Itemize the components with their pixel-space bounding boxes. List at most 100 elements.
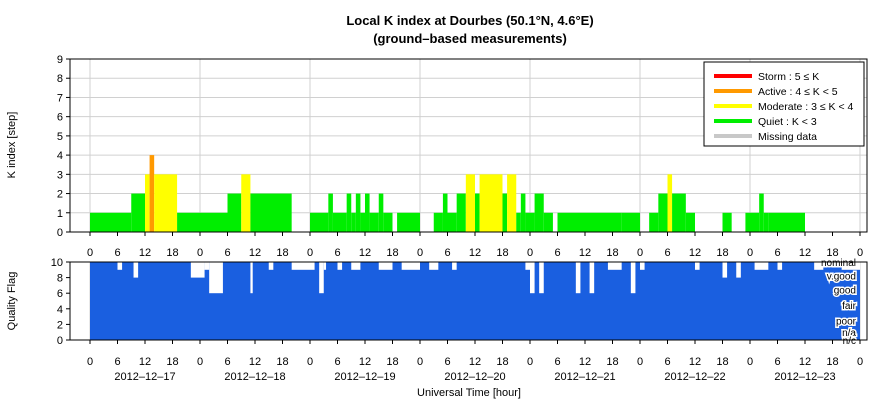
x-tick-label: 12 bbox=[249, 247, 261, 259]
k-index-bar bbox=[465, 174, 475, 232]
x-tick-label: 6 bbox=[114, 247, 120, 259]
k-index-bar bbox=[456, 193, 466, 232]
k-index-bar bbox=[177, 212, 228, 232]
quality-dip bbox=[695, 262, 700, 270]
quality-dip bbox=[323, 262, 327, 270]
k-index-bar bbox=[516, 212, 521, 232]
k-index-bar bbox=[360, 212, 365, 232]
x-tick-label: 6 bbox=[664, 247, 670, 259]
quality-dip bbox=[539, 262, 544, 294]
quality-dip bbox=[291, 262, 310, 270]
x-tick-label: 0 bbox=[857, 356, 863, 368]
x-tick-label: 12 bbox=[359, 247, 371, 259]
quality-dip bbox=[204, 262, 210, 270]
quality-dip bbox=[117, 262, 123, 270]
quality-dip bbox=[209, 262, 223, 294]
x-tick-label: 18 bbox=[496, 356, 508, 368]
x-tick-label: 0 bbox=[87, 247, 93, 259]
quality-dip bbox=[722, 262, 728, 278]
x-tick-label: 12 bbox=[579, 356, 591, 368]
k-index-bar bbox=[667, 174, 673, 232]
date-label: 2012–12–23 bbox=[774, 371, 835, 383]
x-tick-label: 6 bbox=[334, 247, 340, 259]
k-index-bar bbox=[649, 212, 659, 232]
k-index-bar bbox=[447, 212, 457, 232]
k-index-bar bbox=[90, 212, 118, 232]
quality-dip bbox=[133, 262, 139, 278]
legend-label: Quiet : K < 3 bbox=[758, 116, 817, 128]
k-index-bar bbox=[351, 212, 356, 232]
k-index-bar bbox=[346, 193, 352, 232]
legend-label: Missing data bbox=[758, 131, 817, 143]
quality-level-label: n/c bbox=[843, 336, 856, 347]
x-tick-label: 18 bbox=[496, 247, 508, 259]
x-tick-label: 0 bbox=[87, 356, 93, 368]
quality-dip bbox=[754, 262, 769, 270]
k-index-bar bbox=[131, 193, 145, 232]
k-index-bar bbox=[154, 174, 178, 232]
k-index-bar bbox=[543, 212, 553, 232]
x-tick-label: 18 bbox=[826, 356, 838, 368]
k-index-bar bbox=[763, 212, 769, 232]
x-tick-label: 6 bbox=[554, 247, 560, 259]
k-index-bar bbox=[145, 174, 150, 232]
quality-dip bbox=[319, 262, 324, 294]
quality-dip bbox=[525, 262, 530, 270]
x-tick-label: 0 bbox=[417, 356, 423, 368]
quality-dip bbox=[337, 262, 343, 270]
k-index-bar bbox=[433, 212, 443, 232]
x-tick-label: 18 bbox=[606, 247, 618, 259]
k-index-bar bbox=[475, 193, 480, 232]
quality-dip bbox=[814, 262, 824, 270]
x-tick-label: 0 bbox=[527, 247, 533, 259]
k-index-bar bbox=[378, 193, 384, 232]
x-tick-label: 12 bbox=[799, 247, 811, 259]
k-index-bar bbox=[332, 212, 347, 232]
k-index-y-ticks: 0 1 2 3 4 5 6 7 8 9 bbox=[57, 54, 70, 239]
quality-level-label: nominal bbox=[821, 258, 856, 269]
date-label: 2012–12–21 bbox=[554, 371, 615, 383]
date-labels: 2012–12–17 2012–12–18 2012–12–19 2012–12–20… bbox=[114, 371, 835, 383]
k-index-bar bbox=[722, 212, 732, 232]
k-index-bar bbox=[502, 193, 508, 232]
quality-dip bbox=[351, 262, 361, 270]
x-tick-label: 12 bbox=[689, 247, 701, 259]
x-tick-label: 18 bbox=[166, 247, 178, 259]
date-label: 2012–12–20 bbox=[444, 371, 505, 383]
quality-dip bbox=[378, 262, 393, 270]
k-index-bar bbox=[672, 193, 686, 232]
quality-bar bbox=[90, 262, 860, 340]
y-tick-label: 2 bbox=[57, 319, 63, 331]
k-index-bar bbox=[507, 174, 517, 232]
k-index-bars bbox=[90, 155, 805, 232]
k-index-bar bbox=[250, 193, 292, 232]
quality-plot-frame bbox=[69, 261, 868, 341]
x-tick-label: 6 bbox=[554, 356, 560, 368]
k-index-y-axis-label: K index [step] bbox=[6, 112, 18, 179]
y-tick-label: 4 bbox=[57, 150, 63, 162]
k-index-bar bbox=[117, 212, 132, 232]
k-index-bar bbox=[369, 212, 379, 232]
x-tick-label: 0 bbox=[417, 247, 423, 259]
x-tick-label: 6 bbox=[114, 356, 120, 368]
x-tick-label: 18 bbox=[386, 247, 398, 259]
quality-x-ticks: 0 6 12 18 0 6 12 18 0 6 12 18 0 6 12 18 0 6 12 18 0 6 12 18 0 6 12… bbox=[87, 340, 863, 368]
y-tick-label: 6 bbox=[57, 112, 63, 124]
x-tick-label: 0 bbox=[307, 247, 313, 259]
legend-label: Storm : 5 ≤ K bbox=[758, 71, 819, 83]
x-tick-label: 0 bbox=[637, 356, 643, 368]
x-tick-label: 12 bbox=[139, 247, 151, 259]
quality-level-label: poor bbox=[836, 317, 857, 328]
date-label: 2012–12–19 bbox=[334, 371, 395, 383]
y-tick-label: 8 bbox=[57, 73, 63, 85]
chart-subtitle: (ground–based measurements) bbox=[373, 31, 567, 46]
x-tick-label: 6 bbox=[224, 247, 230, 259]
x-tick-label: 18 bbox=[386, 356, 398, 368]
quality-dip bbox=[736, 262, 741, 278]
date-label: 2012–12–17 bbox=[114, 371, 175, 383]
x-tick-label: 6 bbox=[444, 247, 450, 259]
quality-level-label: good bbox=[834, 285, 856, 296]
x-tick-label: 12 bbox=[469, 356, 481, 368]
